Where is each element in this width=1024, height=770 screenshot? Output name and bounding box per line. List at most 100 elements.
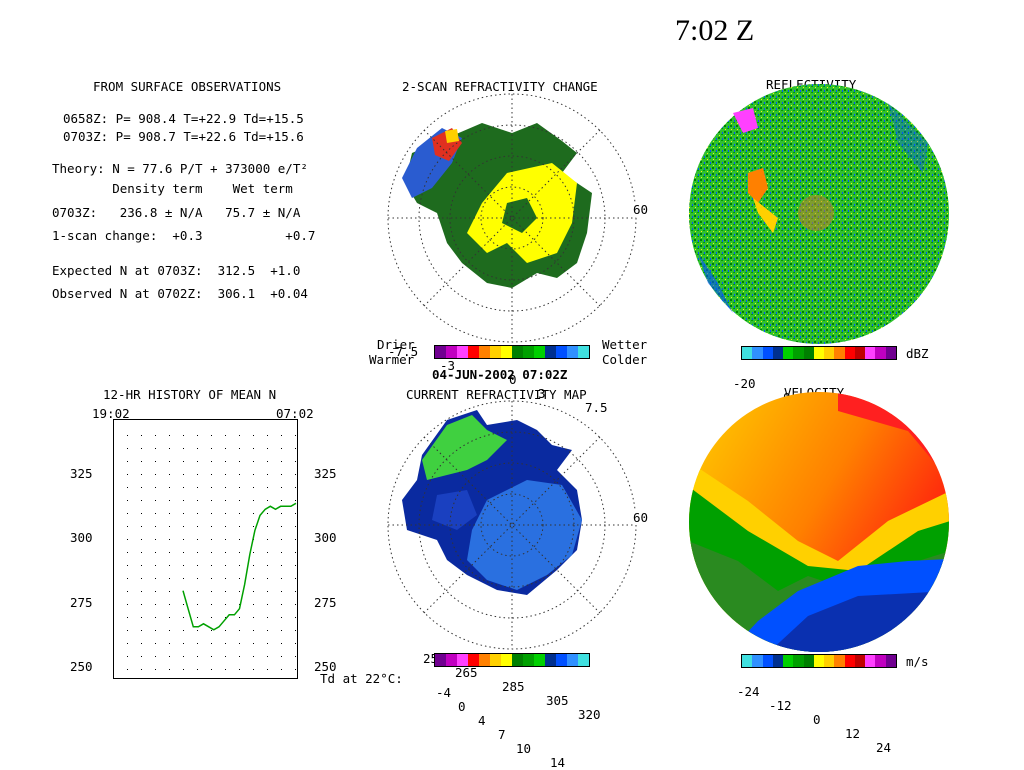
map-swatch-6 xyxy=(490,654,501,666)
vel-swatch-1 xyxy=(742,655,753,667)
change-swatch-14 xyxy=(578,346,589,358)
history-ytick-right-2: 300 xyxy=(314,530,337,545)
warmer-label: Warmer xyxy=(369,352,415,367)
change-swatch-3 xyxy=(457,346,468,358)
history-start-time: 19:02 xyxy=(92,406,130,421)
history-ytick-right-1: 325 xyxy=(314,466,337,481)
velocity-units: m/s xyxy=(906,654,929,669)
change-swatch-2 xyxy=(446,346,457,358)
change-tick-2: -3 xyxy=(440,358,456,373)
surface-obs-2: 0703Z: P= 908.7 T=+22.6 Td=+15.6 xyxy=(63,129,304,144)
refl-swatch-9 xyxy=(824,347,835,359)
map-swatch-2 xyxy=(446,654,457,666)
vel-swatch-12 xyxy=(854,655,866,667)
change-swatch-13 xyxy=(567,346,578,358)
wetter-label: Wetter xyxy=(602,337,648,352)
time-heading: 7:02 Z xyxy=(675,14,755,47)
surface-obs-1: 0658Z: P= 908.4 T=+22.9 Td=+15.5 xyxy=(63,111,304,126)
td-tick-3: 4 xyxy=(478,713,486,728)
vel-swatch-14 xyxy=(875,655,886,667)
history-ytick-left-3: 275 xyxy=(70,595,93,610)
map-tick-5: 320 xyxy=(578,707,601,722)
change-tick-5: 7.5 xyxy=(585,400,608,415)
refl-swatch-5 xyxy=(783,347,794,359)
expected-n: Expected N at 0703Z: 312.5 +1.0 xyxy=(52,263,301,278)
td-label: Td at 22°C: xyxy=(320,671,403,686)
refl-swatch-8 xyxy=(813,347,825,359)
refl-swatch-11 xyxy=(844,347,855,359)
refl-swatch-7 xyxy=(803,347,814,359)
theory-formula: Theory: N = 77.6 P/T + 373000 e/T² xyxy=(52,161,308,176)
change-swatch-8 xyxy=(512,346,523,358)
change-colorbar xyxy=(434,345,590,359)
reflectivity-units: dBZ xyxy=(906,346,929,361)
refr-change-ring-label: 60 xyxy=(633,202,649,217)
td-tick-6: 14 xyxy=(550,755,566,770)
td-tick-5: 10 xyxy=(516,741,532,756)
vel-swatch-8 xyxy=(813,655,825,667)
vel-tick-4: 12 xyxy=(845,726,861,741)
change-tick-3: 0 xyxy=(509,372,517,387)
history-chart xyxy=(113,419,298,679)
map-swatch-12 xyxy=(556,654,567,666)
vel-tick-3: 0 xyxy=(813,712,821,727)
refl-swatch-4 xyxy=(772,347,784,359)
refl-swatch-6 xyxy=(793,347,804,359)
date-stamp: 04-JUN-2002 07:02Z xyxy=(432,367,568,382)
map-swatch-3 xyxy=(457,654,468,666)
refr-change-title: 2-SCAN REFRACTIVITY CHANGE xyxy=(402,79,598,94)
drier-label: Drier xyxy=(377,337,415,352)
td-tick-4: 7 xyxy=(498,727,506,742)
change-swatch-12 xyxy=(556,346,567,358)
vel-tick-2: -12 xyxy=(769,698,792,713)
change-swatch-11 xyxy=(545,346,556,358)
term-header: Density term Wet term xyxy=(52,181,293,196)
td-ticks: -4 0 4 7 10 14 xyxy=(436,672,576,770)
refr-map-ring-label: 60 xyxy=(633,510,649,525)
vel-tick-5: 24 xyxy=(876,740,892,755)
colder-label: Colder xyxy=(602,352,648,367)
map-swatch-4 xyxy=(468,654,479,666)
velocity-radar-image xyxy=(689,392,949,652)
refl-swatch-13 xyxy=(865,347,876,359)
change-tick-4: 3 xyxy=(538,386,546,401)
history-line xyxy=(182,502,297,631)
refr-map-scale-ticks: 250 265 285 305 320 xyxy=(423,638,613,722)
map-tick-4: 305 xyxy=(546,693,569,708)
map-swatch-9 xyxy=(523,654,534,666)
history-title: 12-HR HISTORY OF MEAN N xyxy=(103,387,277,402)
map-swatch-14 xyxy=(578,654,589,666)
change-swatch-9 xyxy=(523,346,534,358)
observed-n: Observed N at 0702Z: 306.1 +0.04 xyxy=(52,286,308,301)
change-scale-ticks: -7.5 -3 0 3 7.5 xyxy=(388,331,608,415)
refl-swatch-12 xyxy=(854,347,866,359)
map-swatch-5 xyxy=(479,654,490,666)
map-swatch-10 xyxy=(534,654,545,666)
refl-swatch-3 xyxy=(762,347,773,359)
map-swatch-13 xyxy=(567,654,578,666)
change-swatch-5 xyxy=(479,346,490,358)
vel-swatch-13 xyxy=(865,655,876,667)
td-tick-1: -4 xyxy=(436,685,452,700)
vel-swatch-7 xyxy=(803,655,814,667)
change-swatch-10 xyxy=(534,346,545,358)
history-end-time: 07:02 xyxy=(276,406,314,421)
vel-swatch-2 xyxy=(752,655,763,667)
change-swatch-4 xyxy=(468,346,479,358)
refl-swatch-14 xyxy=(875,347,886,359)
reflectivity-radar-image xyxy=(689,84,949,344)
refl-swatch-2 xyxy=(752,347,763,359)
velocity-colorbar xyxy=(741,654,897,668)
vel-swatch-9 xyxy=(824,655,835,667)
reflectivity-ticks: -20 0 20 40 xyxy=(733,363,903,433)
change-swatch-6 xyxy=(490,346,501,358)
refr-map-polar-plot xyxy=(387,400,637,650)
td-tick-2: 0 xyxy=(458,699,466,714)
history-ytick-right-3: 275 xyxy=(314,595,337,610)
vel-swatch-6 xyxy=(793,655,804,667)
vel-swatch-4 xyxy=(772,655,784,667)
row-0703: 0703Z: 236.8 ± N/A 75.7 ± N/A xyxy=(52,205,301,220)
history-ytick-left-1: 325 xyxy=(70,466,93,481)
history-ytick-right-4: 250 xyxy=(314,659,337,674)
refl-swatch-15 xyxy=(885,347,896,359)
